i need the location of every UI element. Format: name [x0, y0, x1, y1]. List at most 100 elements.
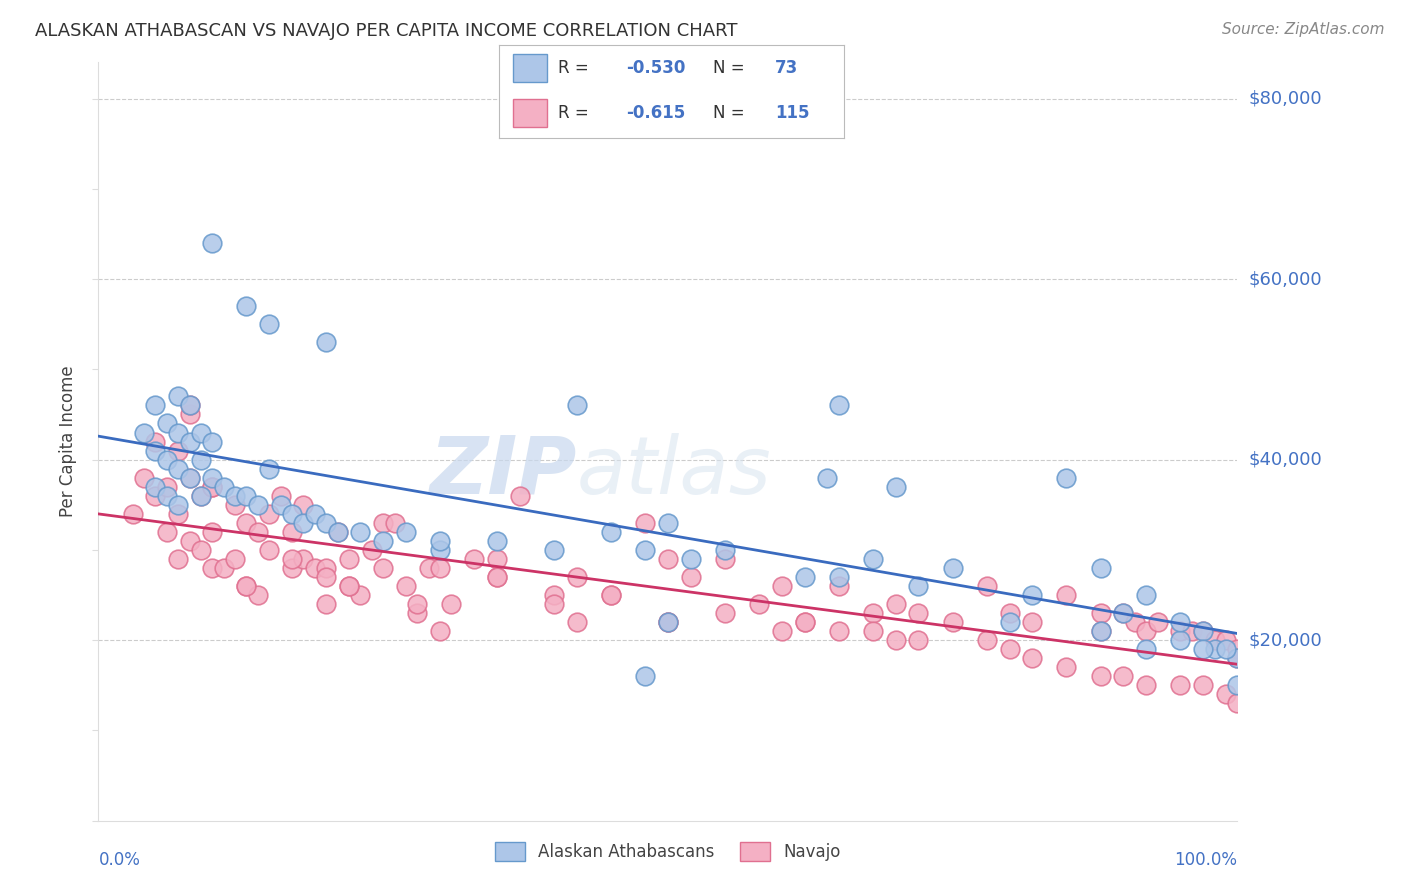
Point [337, 579, 360, 593]
Point [190, 425, 212, 440]
Point [145, 489, 167, 503]
Point [998, 615, 1021, 629]
Point [371, 561, 394, 575]
Point [1090, 624, 1112, 639]
Point [1090, 669, 1112, 683]
Point [281, 561, 304, 575]
Point [1192, 624, 1215, 639]
Point [862, 624, 884, 639]
Point [190, 489, 212, 503]
Point [976, 579, 998, 593]
Point [976, 633, 998, 648]
Point [326, 524, 349, 539]
Point [360, 542, 382, 557]
Point [714, 552, 737, 566]
Point [315, 335, 337, 350]
Point [179, 470, 201, 484]
Point [315, 597, 337, 611]
Point [1090, 561, 1112, 575]
Point [121, 507, 143, 521]
Point [600, 524, 623, 539]
Point [292, 498, 315, 512]
Point [246, 524, 269, 539]
Point [235, 579, 257, 593]
Point [259, 317, 281, 331]
Point [657, 615, 679, 629]
Point [179, 408, 201, 422]
Text: $40,000: $40,000 [1249, 450, 1322, 468]
Point [884, 480, 907, 494]
Point [1135, 588, 1157, 602]
Point [634, 669, 657, 683]
Point [907, 606, 929, 620]
Point [1054, 660, 1078, 674]
Point [486, 533, 509, 548]
Point [304, 561, 326, 575]
Point [224, 489, 246, 503]
Point [486, 570, 509, 584]
Point [270, 489, 292, 503]
Text: $80,000: $80,000 [1249, 89, 1322, 108]
Point [201, 235, 224, 250]
Point [1170, 624, 1192, 639]
Point [1112, 669, 1135, 683]
Point [1226, 678, 1249, 692]
Point [543, 542, 565, 557]
Point [281, 524, 304, 539]
Point [1135, 678, 1157, 692]
Point [793, 615, 815, 629]
Point [212, 480, 235, 494]
Point [395, 524, 418, 539]
Point [1135, 624, 1157, 639]
Text: 73: 73 [775, 59, 799, 77]
Point [156, 452, 179, 467]
Point [1146, 615, 1168, 629]
Point [565, 399, 588, 413]
Text: $20,000: $20,000 [1249, 632, 1322, 649]
Point [998, 606, 1021, 620]
Text: 100.0%: 100.0% [1174, 851, 1237, 869]
Point [828, 399, 851, 413]
Point [793, 570, 815, 584]
Point [815, 470, 838, 484]
Point [1192, 624, 1215, 639]
Point [1170, 633, 1192, 648]
Point [167, 498, 190, 512]
Point [201, 470, 224, 484]
Point [657, 516, 679, 530]
Point [770, 624, 793, 639]
Text: ALASKAN ATHABASCAN VS NAVAJO PER CAPITA INCOME CORRELATION CHART: ALASKAN ATHABASCAN VS NAVAJO PER CAPITA … [35, 22, 738, 40]
Point [679, 570, 702, 584]
Point [1192, 642, 1215, 657]
Point [156, 524, 179, 539]
Text: N =: N = [713, 59, 749, 77]
Point [201, 434, 224, 449]
Point [634, 542, 657, 557]
Point [600, 588, 623, 602]
Point [235, 299, 257, 313]
Point [1215, 642, 1237, 657]
Point [600, 588, 623, 602]
Point [167, 507, 190, 521]
Point [770, 579, 793, 593]
Point [201, 524, 224, 539]
Point [1090, 606, 1112, 620]
Point [1021, 588, 1043, 602]
Point [349, 524, 371, 539]
Point [145, 443, 167, 458]
Point [224, 552, 246, 566]
Point [246, 498, 269, 512]
Point [212, 561, 235, 575]
Point [1054, 470, 1078, 484]
Point [179, 533, 201, 548]
Point [1123, 615, 1146, 629]
Point [371, 533, 394, 548]
Y-axis label: Per Capita Income: Per Capita Income [59, 366, 77, 517]
Point [167, 389, 190, 403]
Text: R =: R = [558, 104, 593, 122]
Point [1204, 642, 1226, 657]
Point [384, 516, 406, 530]
Text: $60,000: $60,000 [1249, 270, 1322, 288]
Point [1226, 642, 1249, 657]
Point [1112, 606, 1135, 620]
